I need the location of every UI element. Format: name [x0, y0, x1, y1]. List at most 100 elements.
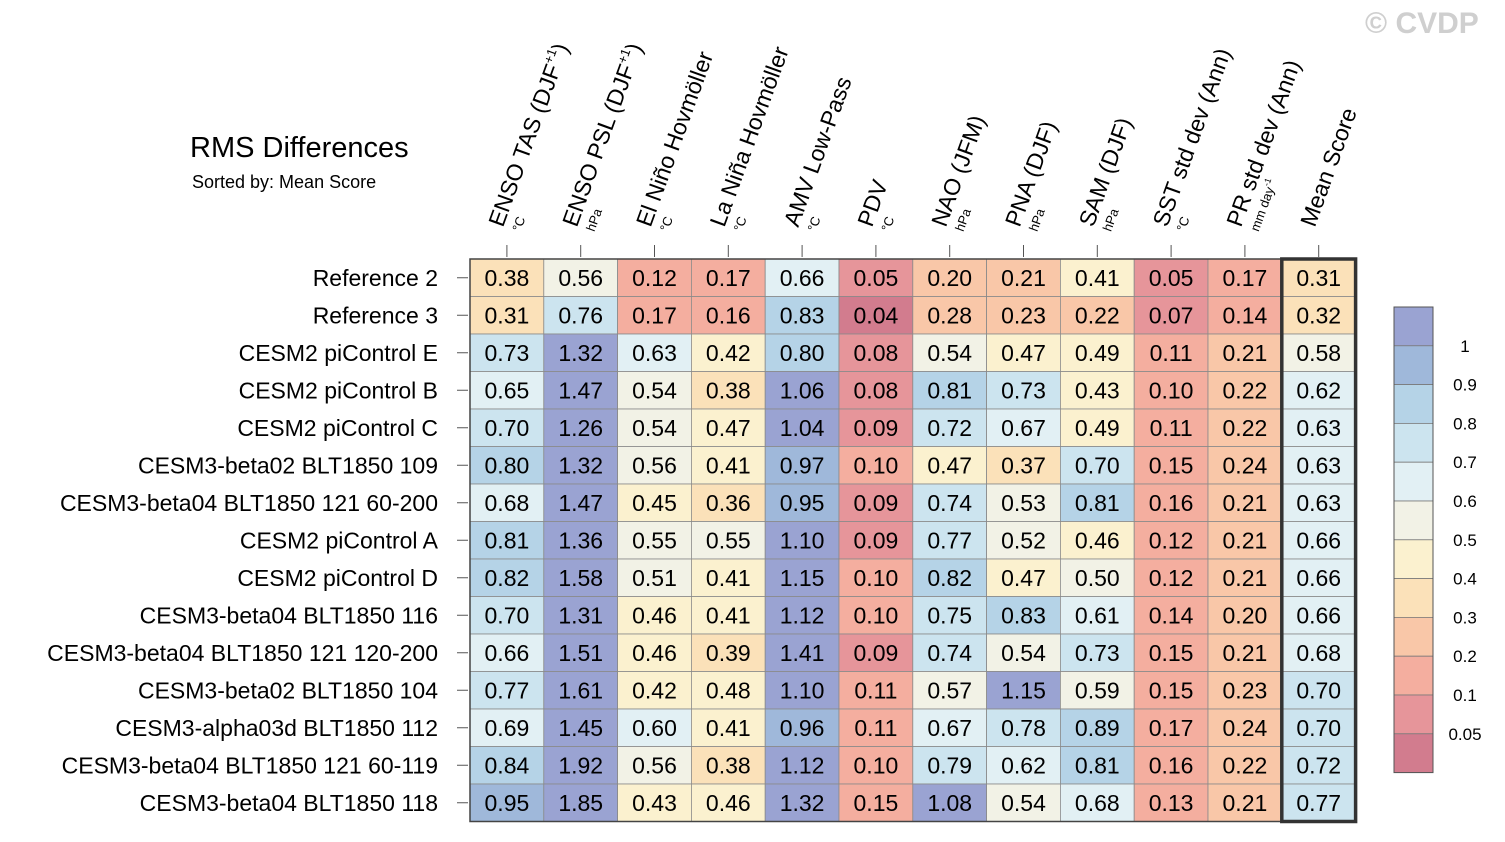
- cell-value-label: 0.10: [854, 565, 899, 591]
- heatmap-cell: [543, 371, 618, 410]
- heatmap-cell: [691, 446, 766, 485]
- colorbar-swatch: [1393, 500, 1434, 541]
- cell-value-label: 0.21: [1223, 640, 1268, 666]
- heatmap-cell: [1281, 483, 1357, 522]
- cell-value-label: 0.47: [1001, 565, 1046, 591]
- cell-value-label: 0.66: [1296, 565, 1341, 591]
- heatmap-cell: [838, 783, 914, 822]
- cell-value-label: 0.70: [1296, 715, 1341, 741]
- chart-title: RMS Differences: [190, 132, 409, 164]
- row-label-cesm3-beta04-blt1850-121-120-200: CESM3-beta04 BLT1850 121 120-200: [47, 640, 438, 666]
- cell-value-label: 1.32: [780, 790, 825, 816]
- heatmap-cell: [1133, 783, 1209, 822]
- heatmap-cell: [986, 333, 1061, 372]
- cell-value-label: 0.12: [632, 265, 677, 291]
- cell-value-label: 0.80: [780, 340, 825, 366]
- heatmap-cell: [1207, 746, 1283, 785]
- cell-value-label: 0.17: [632, 302, 677, 328]
- cell-value-label: 0.72: [927, 415, 972, 441]
- heatmap-cell: [912, 371, 987, 410]
- cell-value-label: 0.63: [1296, 490, 1341, 516]
- cell-value-label: 0.15: [1149, 677, 1194, 703]
- cell-value-label: 0.38: [706, 377, 751, 403]
- cell-value-label: 1.32: [558, 452, 603, 478]
- cell-value-label: 0.08: [854, 340, 899, 366]
- cell-value-label: 0.73: [1075, 640, 1120, 666]
- heatmap-cells: 0.38 0.56 0.12 0.17 0.66 0.05 0.20 0.21 0.41 0.05…: [469, 257, 1358, 824]
- cell-value-label: 1.61: [558, 677, 603, 703]
- heatmap-cell: [691, 671, 766, 710]
- cell-value-label: 0.11: [854, 677, 897, 703]
- cell-value-label: 0.50: [1075, 565, 1120, 591]
- heatmap-cell: [691, 633, 766, 672]
- cell-value-label: 0.63: [632, 340, 677, 366]
- cell-value-label: 0.24: [1223, 452, 1268, 478]
- row-label-reference-2: Reference 2: [313, 265, 438, 291]
- cell-value-label: 0.31: [1296, 265, 1341, 291]
- heatmap-cell: [1133, 633, 1209, 672]
- heatmap-cell: [986, 521, 1061, 560]
- cell-value-label: 0.38: [706, 752, 751, 778]
- column-label-text: AMV Low-Pass: [778, 73, 856, 230]
- cell-value-label: 0.67: [927, 715, 972, 741]
- cell-value-label: 0.83: [780, 302, 825, 328]
- cell-value-label: 0.21: [1223, 565, 1268, 591]
- heatmap-cell: [1207, 521, 1283, 560]
- mean-score-highlight: [1280, 257, 1358, 824]
- heatmap-cell: [1207, 783, 1283, 822]
- heatmap-cell: [1133, 296, 1209, 335]
- cell-value-label: 0.10: [1149, 377, 1194, 403]
- cell-value-label: 0.56: [558, 265, 603, 291]
- row-label-cesm2-picontrol-b: CESM2 piControl B: [239, 377, 438, 403]
- heatmap-cell: [838, 483, 914, 522]
- row-label-cesm2-picontrol-c: CESM2 piControl C: [237, 415, 438, 441]
- heatmap-cell: [764, 258, 840, 297]
- cell-value-label: 0.62: [1296, 377, 1341, 403]
- row-label-cesm3-beta02-blt1850-109: CESM3-beta02 BLT1850 109: [138, 452, 438, 478]
- colorbar-tick-label: 0.4: [1453, 570, 1477, 589]
- column-labels: ENSO TAS (DJF+1)°C ENSO PSL (DJF+1)hPa El …: [482, 39, 1362, 257]
- column-label-text: La Niña Hovmöller: [705, 43, 794, 230]
- cell-value-label: 0.17: [1149, 715, 1194, 741]
- cell-value-label: 0.43: [632, 790, 677, 816]
- cell-value-label: 0.54: [927, 340, 972, 366]
- cell-value-label: 0.81: [1075, 752, 1120, 778]
- cell-value-label: 0.67: [1001, 415, 1046, 441]
- column-unit-label: °C: [657, 214, 676, 233]
- heatmap-cell: [912, 671, 987, 710]
- cell-value-label: 0.21: [1001, 265, 1046, 291]
- cell-value-label: 0.74: [927, 490, 972, 516]
- colorbar-tick-label: 1: [1460, 337, 1469, 356]
- heatmap-cell: [617, 408, 692, 447]
- cell-value-label: 1.15: [1001, 677, 1046, 703]
- heatmap-cell: [617, 596, 692, 635]
- heatmap-cell: [1281, 596, 1357, 635]
- heatmap-cell: [469, 408, 545, 447]
- cell-value-label: 0.46: [706, 790, 751, 816]
- heatmap-cell: [1133, 446, 1209, 485]
- cell-value-label: 0.20: [1223, 602, 1268, 628]
- cell-value-label: 0.12: [1149, 527, 1194, 553]
- cell-value-label: 0.39: [706, 640, 751, 666]
- heatmap-cell: [469, 258, 545, 297]
- heatmap-cell: [1060, 296, 1135, 335]
- heatmap-cell: [838, 708, 914, 747]
- heatmap-cell: [543, 783, 618, 822]
- cell-value-label: 0.31: [485, 302, 530, 328]
- cell-value-label: 1.41: [780, 640, 825, 666]
- cell-value-label: 0.54: [1001, 790, 1046, 816]
- cell-value-label: 0.82: [485, 565, 530, 591]
- heatmap-cell: [1281, 783, 1357, 822]
- cell-value-label: 0.15: [1149, 452, 1194, 478]
- heatmap-cell: [617, 708, 692, 747]
- cell-value-label: 0.15: [854, 790, 899, 816]
- cell-value-label: 0.62: [1001, 752, 1046, 778]
- heatmap-cell: [617, 521, 692, 560]
- heatmap-cell: [543, 446, 618, 485]
- cell-value-label: 0.41: [706, 715, 751, 741]
- cell-value-label: 0.77: [485, 677, 530, 703]
- cell-value-label: 0.68: [485, 490, 530, 516]
- cell-value-label: 0.22: [1223, 752, 1268, 778]
- heatmap-cell: [1060, 746, 1135, 785]
